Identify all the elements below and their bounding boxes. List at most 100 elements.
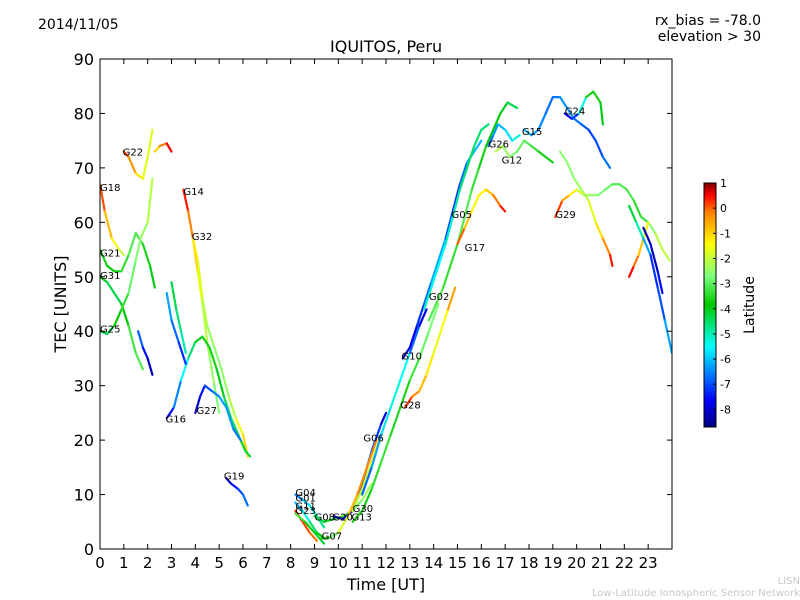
x-tick-label: 8 [286, 554, 296, 572]
x-tick-label: 15 [448, 554, 467, 572]
satellite-label: G20 [332, 512, 352, 523]
series-segment [485, 188, 495, 197]
series-segment [301, 498, 311, 507]
series-segment [499, 204, 507, 213]
x-tick-label: 18 [519, 554, 538, 572]
satellite-label: G08 [315, 512, 335, 523]
series-segment [573, 177, 583, 191]
series-segment [444, 210, 454, 240]
series-segment [389, 379, 402, 409]
y-tick-label: 60 [74, 213, 94, 232]
series-segment [401, 346, 411, 360]
series-segment [337, 515, 349, 534]
satellite-label: G28 [400, 401, 420, 412]
series-segment [508, 150, 519, 159]
series-g25b [137, 330, 154, 376]
series-segment [227, 395, 237, 420]
series-segment [301, 509, 311, 523]
series-segment [530, 145, 540, 153]
series-segment [597, 188, 607, 197]
series-segment [191, 237, 199, 262]
x-tick-label: 11 [353, 554, 372, 572]
series-segment [203, 384, 214, 393]
satellite-label: G30 [353, 504, 373, 515]
y-tick-label: 10 [74, 486, 94, 505]
series-segment [663, 319, 672, 355]
series-segment [418, 373, 428, 393]
series-segment [580, 123, 590, 131]
series-segment [106, 264, 116, 273]
series-segment [439, 308, 450, 333]
series-segment [153, 145, 161, 153]
series-segment [408, 324, 419, 349]
series-segment [575, 188, 585, 197]
series-segment [213, 384, 221, 414]
x-tick-label: 5 [214, 554, 224, 572]
x-tick-label: 17 [496, 554, 515, 572]
series-segment [449, 243, 459, 267]
series-segment [554, 199, 564, 218]
series-segment [194, 395, 202, 414]
series-segment [148, 264, 156, 289]
series-segment [361, 488, 373, 512]
series-segment [134, 232, 144, 246]
series-segment [494, 145, 504, 153]
series-segment [351, 509, 364, 523]
series-segment [537, 150, 547, 159]
series-segment [399, 351, 411, 382]
series-segment [127, 259, 137, 295]
colorbar-tick-label: -3 [720, 278, 731, 291]
satellite-label: G12 [502, 156, 522, 167]
series-segment [573, 117, 583, 126]
series-g28 [403, 286, 457, 409]
satellite-label: G18 [100, 183, 120, 194]
series-segment [506, 101, 519, 110]
series-segment [458, 166, 469, 191]
series-segment [313, 531, 326, 545]
series-g25 [100, 177, 154, 336]
x-tick-label: 2 [143, 554, 153, 572]
series-segment [430, 264, 440, 289]
series-segment [182, 188, 190, 213]
satellite-label: G17 [465, 243, 485, 254]
series-segment [451, 183, 461, 213]
series-segment [399, 379, 411, 409]
series-segment [656, 270, 664, 295]
series-segment [437, 237, 447, 262]
series-segment [496, 123, 507, 131]
colorbar-tick-label: -8 [720, 403, 731, 416]
series-segment [380, 411, 388, 425]
satellite-label: G07 [322, 531, 342, 542]
series-segment [492, 123, 500, 137]
x-tick-label: 0 [95, 554, 105, 572]
satellite-label: G01 [295, 493, 315, 504]
series-segment [113, 308, 123, 327]
series-segment [501, 145, 512, 159]
colorbar-gradient [703, 182, 717, 428]
series-segment [480, 123, 490, 131]
colorbar-label: Latitude [742, 276, 758, 334]
series-segment [649, 243, 659, 273]
y-tick-label: 50 [74, 268, 94, 287]
chart-title: IQUITOS, Peru [330, 37, 443, 56]
series-layer [100, 90, 672, 545]
series-segment [370, 460, 383, 491]
y-tick-label: 20 [74, 431, 94, 450]
series-segment [492, 112, 502, 131]
series-segment [423, 281, 433, 306]
series-g06 [361, 308, 428, 496]
colorbar-tick-label: 0 [720, 202, 727, 215]
satellite-label: G04 [295, 488, 315, 499]
series-segment [137, 330, 144, 349]
series-segment [446, 286, 457, 311]
series-segment [201, 302, 209, 344]
series-segment [218, 395, 228, 409]
series-segment [232, 428, 242, 442]
series-segment [544, 155, 554, 164]
series-segment [356, 466, 369, 496]
colorbar: 1 0 -1 -2 -3 -4 -5 -6 -7 -8 Latitude [703, 177, 758, 428]
series-segment [308, 504, 318, 518]
series-segment [165, 142, 173, 153]
x-tick-label: 14 [424, 554, 443, 572]
series-segment [477, 188, 488, 197]
